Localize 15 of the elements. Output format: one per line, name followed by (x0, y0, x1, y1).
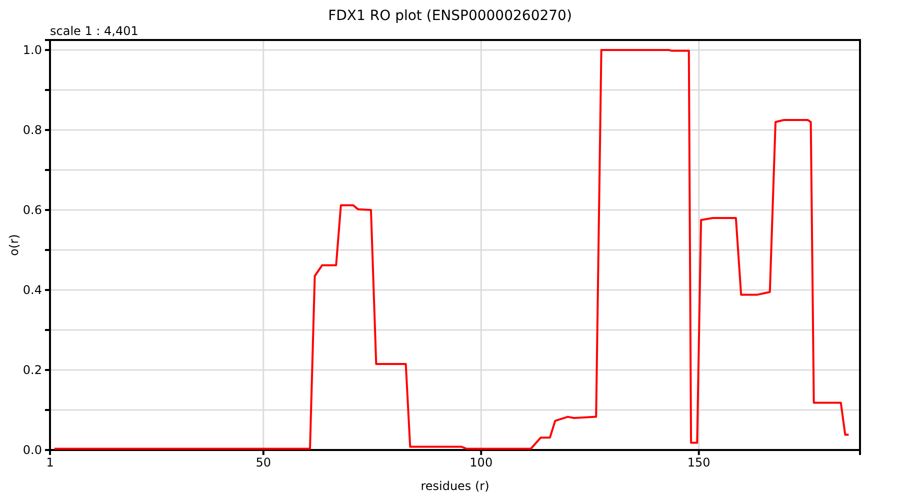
line-series (53, 49, 850, 450)
x-tick-label: 150 (687, 456, 710, 470)
y-tick-label: 0.4 (22, 282, 42, 297)
x-axis-title: residues (r) (420, 479, 490, 493)
y-tick-label: 1.0 (22, 42, 42, 57)
text: scale 1 : 4,401 (50, 24, 138, 38)
x-tick-label: 50 (256, 456, 272, 470)
chart-title: FDX1 RO plot (ENSP00000260270) (328, 8, 572, 24)
text: 0.0 (22, 442, 42, 457)
y-tick-label: 0.2 (22, 362, 42, 377)
y-tick-label: 0.6 (22, 202, 42, 217)
y-tick-label: 0.8 (22, 122, 42, 137)
x-tick-label: 100 (470, 456, 493, 470)
x-tick-label: 1 (46, 456, 54, 470)
y-axis-title: o(r) (7, 234, 21, 256)
